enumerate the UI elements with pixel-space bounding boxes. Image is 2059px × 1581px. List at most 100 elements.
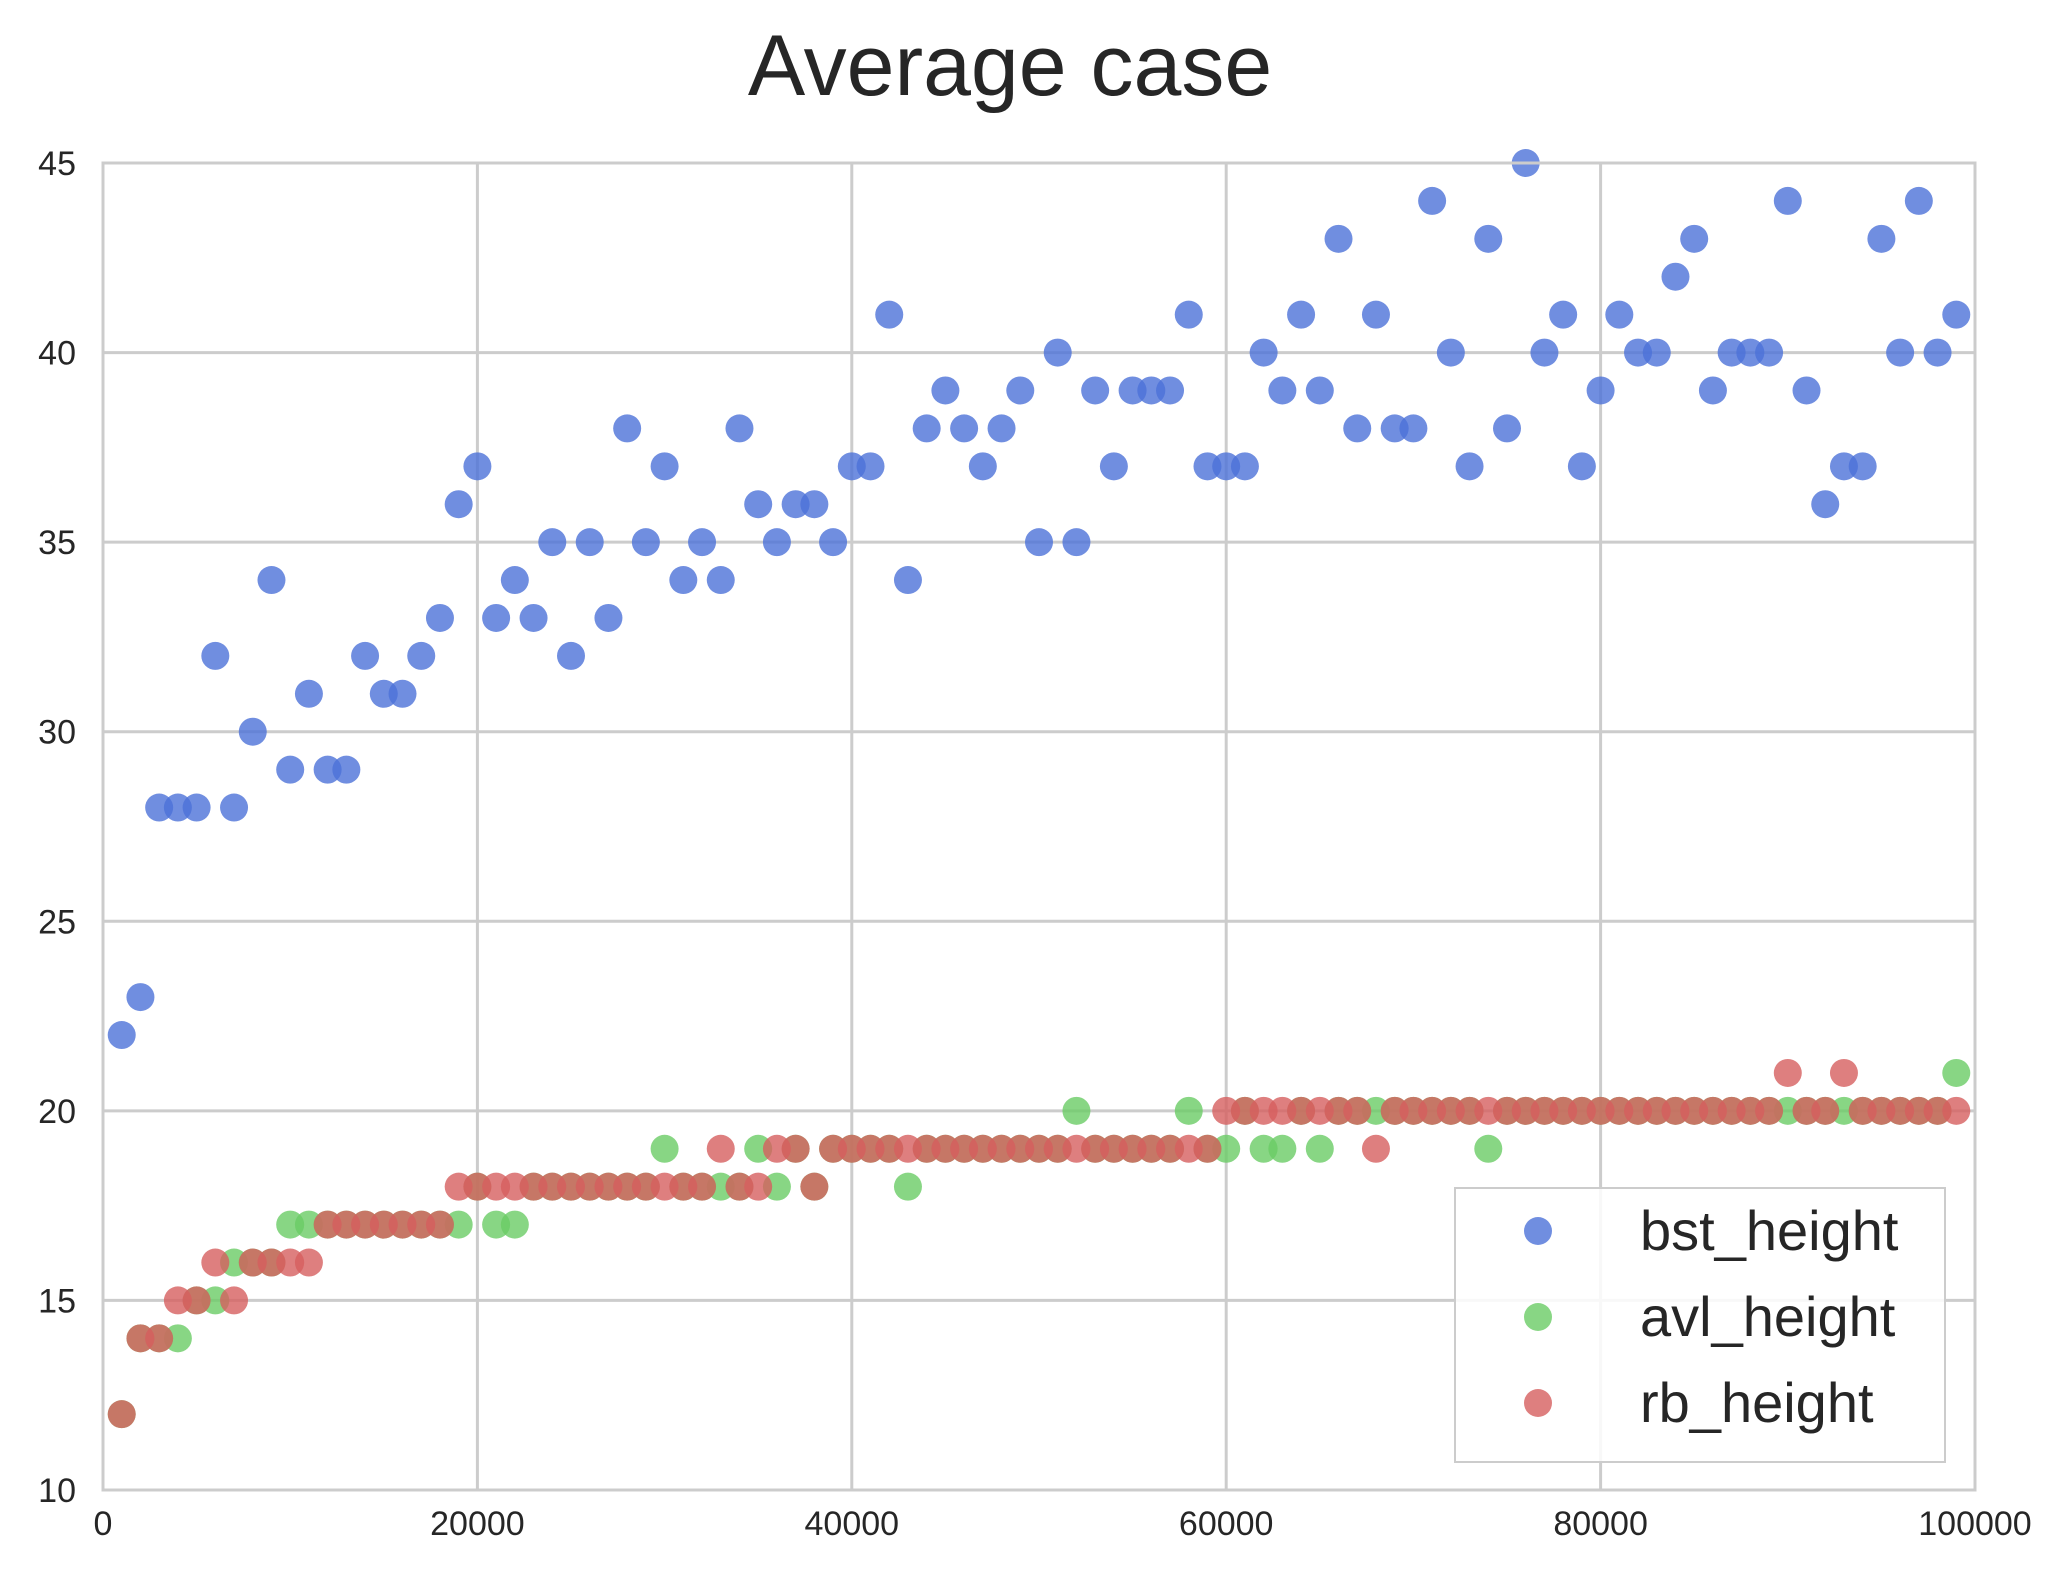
point-bst_height	[1923, 338, 1952, 367]
point-bst_height	[1904, 186, 1933, 215]
x-tick-label: 80000	[1553, 1505, 1648, 1543]
point-avl_height	[893, 1172, 922, 1201]
point-avl_height	[1062, 1096, 1091, 1125]
point-bst_height	[1305, 376, 1334, 405]
point-bst_height	[182, 793, 211, 822]
point-rb_height	[107, 1400, 136, 1429]
plot-frame	[101, 161, 1977, 1492]
point-bst_height	[1156, 376, 1185, 405]
point-bst_height	[1605, 300, 1634, 329]
legend-marker-rb_height	[1524, 1389, 1552, 1417]
point-rb_height	[1811, 1096, 1840, 1125]
point-bst_height	[519, 603, 548, 632]
point-bst_height	[725, 414, 754, 443]
point-bst_height	[688, 528, 717, 557]
point-avl_height	[1305, 1134, 1334, 1163]
point-bst_height	[1493, 414, 1521, 443]
point-bst_height	[407, 641, 436, 670]
point-bst_height	[1942, 300, 1971, 329]
chart-title: Average case	[748, 18, 1272, 114]
point-rb_height	[800, 1172, 829, 1201]
point-bst_height	[1586, 376, 1615, 405]
y-tick-label: 15	[38, 1282, 76, 1320]
point-bst_height	[1174, 300, 1203, 329]
point-bst_height	[444, 490, 473, 519]
series-bst_height	[107, 149, 1971, 1050]
point-bst_height	[968, 452, 997, 481]
point-rb_height	[1773, 1058, 1802, 1087]
x-tick-label: 0	[94, 1505, 113, 1543]
point-bst_height	[650, 452, 679, 481]
point-rb_height	[201, 1248, 230, 1277]
point-bst_height	[1642, 338, 1671, 367]
point-bst_height	[201, 641, 230, 670]
point-bst_height	[1006, 376, 1035, 405]
point-bst_height	[893, 566, 922, 595]
point-bst_height	[1249, 338, 1278, 367]
point-bst_height	[1455, 452, 1484, 481]
point-bst_height	[257, 566, 286, 595]
legend-marker-bst_height	[1524, 1217, 1552, 1245]
point-bst_height	[463, 452, 492, 481]
legend-label-avl_height: avl_height	[1640, 1285, 1896, 1348]
point-bst_height	[1549, 300, 1578, 329]
point-bst_height	[762, 528, 791, 557]
point-bst_height	[987, 414, 1016, 443]
y-tick-label: 20	[38, 1093, 76, 1131]
point-rb_height	[1829, 1058, 1858, 1087]
x-tick-label: 20000	[430, 1505, 525, 1543]
point-bst_height	[1081, 376, 1110, 405]
x-tick-label: 100000	[1918, 1505, 2031, 1543]
point-bst_height	[1755, 338, 1784, 367]
point-bst_height	[875, 300, 904, 329]
point-bst_height	[1062, 528, 1091, 557]
point-bst_height	[800, 490, 829, 519]
point-bst_height	[538, 528, 567, 557]
point-bst_height	[1343, 414, 1372, 443]
point-bst_height	[388, 679, 417, 708]
point-rb_height	[1343, 1096, 1372, 1125]
point-rb_height	[1193, 1134, 1222, 1163]
point-rb_height	[145, 1324, 174, 1353]
point-avl_height	[500, 1210, 529, 1239]
point-rb_height	[688, 1172, 717, 1201]
point-bst_height	[557, 641, 585, 670]
legend-label-bst_height: bst_height	[1640, 1199, 1899, 1262]
point-bst_height	[912, 414, 941, 443]
point-rb_height	[1942, 1096, 1971, 1125]
point-bst_height	[1043, 338, 1072, 367]
point-bst_height	[107, 1021, 136, 1050]
point-bst_height	[126, 983, 155, 1012]
point-bst_height	[819, 528, 848, 557]
point-bst_height	[220, 793, 249, 822]
point-rb_height	[182, 1286, 211, 1315]
point-rb_height	[744, 1172, 773, 1201]
point-bst_height	[1099, 452, 1128, 481]
point-rb_height	[1361, 1134, 1390, 1163]
point-bst_height	[425, 603, 454, 632]
legend: bst_height avl_height rb_height	[1454, 1187, 1946, 1463]
point-bst_height	[1418, 186, 1447, 215]
point-bst_height	[1811, 490, 1840, 519]
point-bst_height	[575, 528, 604, 557]
point-bst_height	[1792, 376, 1821, 405]
point-bst_height	[950, 414, 979, 443]
tick-labels: 0 20000 40000 60000 80000 100000 10 15 20 25 30 35 4…	[38, 145, 2032, 1543]
series-rb_height	[107, 1058, 1971, 1429]
legend-label-rb_height: rb_height	[1640, 1371, 1874, 1434]
point-bst_height	[1361, 300, 1390, 329]
point-bst_height	[238, 717, 267, 746]
point-bst_height	[1867, 224, 1896, 253]
point-bst_height	[1698, 376, 1727, 405]
point-bst_height	[744, 490, 773, 519]
point-bst_height	[1399, 414, 1428, 443]
point-rb_height	[220, 1286, 249, 1315]
y-tick-label: 45	[38, 145, 76, 183]
point-bst_height	[613, 414, 642, 443]
point-rb_height	[1755, 1096, 1784, 1125]
point-bst_height	[594, 603, 623, 632]
point-bst_height	[1848, 452, 1877, 481]
point-rb_height	[425, 1210, 454, 1239]
point-bst_height	[1436, 338, 1465, 367]
